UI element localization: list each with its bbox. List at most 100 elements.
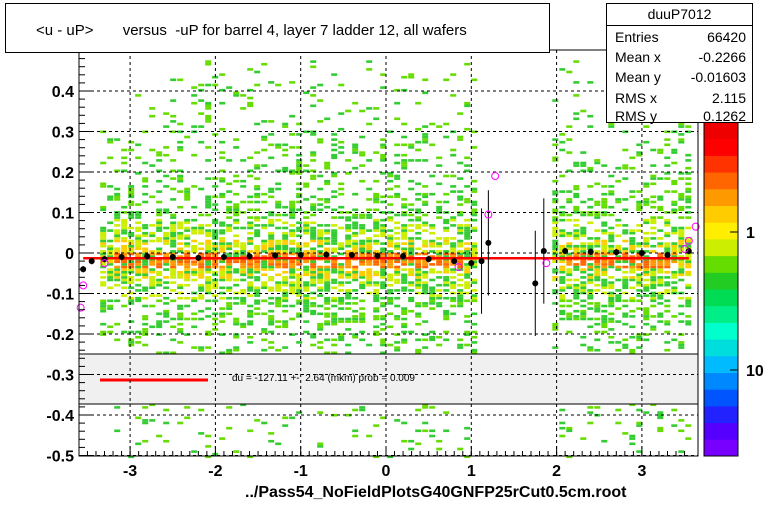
heatmap-cell — [156, 200, 163, 204]
heatmap-cell — [387, 276, 394, 279]
heatmap-cell — [373, 291, 380, 295]
heatmap-cell — [128, 281, 135, 284]
heatmap-cell — [394, 192, 401, 196]
heatmap-cell — [636, 229, 643, 232]
heatmap-cell — [471, 242, 478, 245]
heatmap-cell — [184, 244, 191, 248]
heatmap-cell — [240, 322, 247, 326]
heatmap-cell — [464, 276, 471, 279]
heatmap-cell — [191, 312, 198, 316]
heatmap-cell — [142, 322, 149, 326]
heatmap-cell — [289, 250, 296, 253]
heatmap-cell — [268, 278, 275, 282]
heatmap-cell — [366, 242, 373, 245]
heatmap-cell — [135, 260, 142, 264]
heatmap-cell — [422, 200, 429, 204]
heatmap-cell — [303, 296, 310, 300]
heatmap-cell — [657, 242, 664, 245]
heatmap-cell — [594, 304, 601, 308]
heatmap-cell — [261, 250, 268, 253]
heatmap-cell — [387, 263, 394, 266]
open-marker — [680, 244, 689, 253]
heatmap-cell — [443, 237, 450, 240]
heatmap-cell — [359, 255, 366, 258]
heatmap-cell — [587, 125, 594, 128]
heatmap-cell — [573, 161, 580, 165]
heatmap-cell — [436, 244, 443, 248]
heatmap-cell — [100, 309, 107, 313]
heatmap-cell — [135, 221, 142, 225]
heatmap-cell — [366, 270, 373, 274]
heatmap-cell — [664, 250, 671, 253]
heatmap-cell — [219, 273, 226, 277]
heatmap-cell — [205, 278, 212, 282]
heatmap-cell — [401, 75, 408, 79]
heatmap-cell — [142, 239, 149, 243]
heatmap-cell — [331, 250, 338, 253]
heatmap-cell — [317, 120, 324, 123]
heatmap-cell — [121, 330, 128, 334]
heatmap-cell — [422, 333, 429, 336]
heatmap-cell — [608, 304, 615, 308]
heatmap-cell — [566, 169, 573, 173]
heatmap-cell — [345, 237, 352, 240]
heatmap-cell — [310, 247, 317, 251]
heatmap-cell — [114, 239, 121, 243]
heatmap-cell — [436, 250, 443, 253]
heatmap-cell — [366, 107, 373, 110]
heatmap-cell — [450, 296, 457, 300]
heatmap-cell — [212, 208, 219, 212]
heatmap-cell — [380, 351, 387, 355]
heatmap-cell — [345, 351, 352, 355]
heatmap-cell — [622, 252, 629, 256]
heatmap-cell — [685, 283, 692, 287]
heatmap-cell — [657, 148, 664, 152]
heatmap-cell — [636, 408, 643, 412]
heatmap-cell — [219, 140, 226, 144]
heatmap-cell — [450, 218, 457, 222]
heatmap-cell — [457, 346, 464, 349]
heatmap-cell — [303, 294, 310, 297]
heatmap-cell — [128, 242, 135, 245]
heatmap-cell — [226, 276, 233, 279]
heatmap-cell — [149, 148, 156, 152]
heatmap-cell — [226, 190, 233, 193]
heatmap-cell — [359, 263, 366, 266]
heatmap-cell — [317, 187, 324, 191]
heatmap-cell — [345, 276, 352, 279]
heatmap-cell — [387, 244, 394, 248]
heatmap-cell — [657, 244, 664, 248]
heatmap-cell — [121, 270, 128, 274]
heatmap-cell — [310, 226, 317, 230]
heatmap-cell — [380, 265, 387, 269]
heatmap-cell — [457, 291, 464, 295]
heatmap-cell — [664, 341, 671, 344]
heatmap-cell — [205, 445, 212, 448]
heatmap-cell — [114, 270, 121, 274]
heatmap-cell — [240, 268, 247, 271]
heatmap-cell — [685, 182, 692, 186]
open-marker — [491, 172, 500, 181]
heatmap-cell — [443, 278, 450, 282]
heatmap-cell — [268, 120, 275, 123]
heatmap-cell — [331, 190, 338, 193]
heatmap-cell — [247, 289, 254, 292]
heatmap-cell — [268, 322, 275, 326]
heatmap-cell — [156, 151, 163, 154]
heatmap-cell — [184, 406, 191, 409]
stats-row-rms-y: RMS y 0.1262 — [615, 106, 746, 126]
heatmap-cell — [128, 278, 135, 282]
heatmap-cell — [366, 283, 373, 287]
heatmap-cell — [114, 169, 121, 173]
heatmap-cell — [373, 208, 380, 212]
heatmap-cell — [552, 346, 559, 349]
heatmap-cell — [163, 421, 170, 425]
heatmap-cell — [450, 244, 457, 248]
heatmap-cell — [128, 291, 135, 295]
heatmap-cell — [121, 156, 128, 160]
heatmap-cell — [247, 265, 254, 269]
heatmap-cell — [163, 260, 170, 264]
heatmap-cell — [394, 296, 401, 300]
heatmap-cell — [587, 325, 594, 329]
heatmap-cell — [387, 252, 394, 256]
